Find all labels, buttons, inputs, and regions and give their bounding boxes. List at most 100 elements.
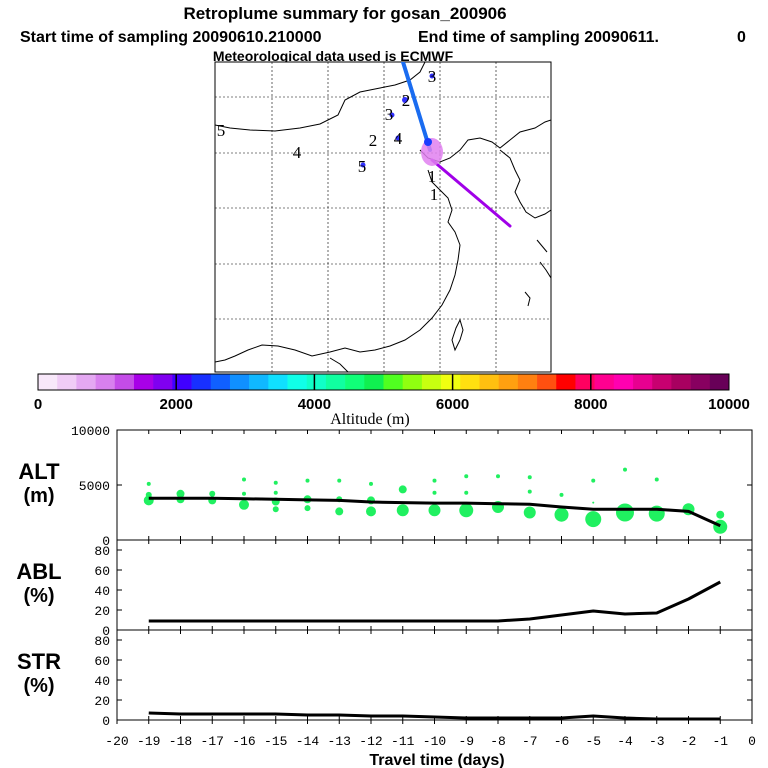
x-tick-label: -10: [423, 734, 446, 749]
colorbar-tick-label: 6000: [436, 396, 469, 413]
colorbar-swatch: [191, 374, 212, 390]
altitude-particle-dot: [585, 511, 602, 528]
x-tick-label: -1: [712, 734, 728, 749]
y-tick-label: 60: [94, 654, 110, 669]
plume-marker-3: [389, 112, 395, 118]
y-tick-label: 40: [94, 674, 110, 689]
altitude-particle-dot: [527, 489, 532, 494]
altitude-particle-dot: [523, 506, 536, 519]
x-tick-label: -20: [105, 734, 128, 749]
colorbar-tick-label: 0: [34, 396, 42, 413]
plume-marker-5: [360, 162, 366, 168]
day-number-label: 1: [428, 167, 437, 186]
altitude-particle-dot: [432, 490, 437, 495]
x-tick-label: -9: [458, 734, 474, 749]
colorbar-swatch: [229, 374, 250, 390]
x-tick-label: 0: [748, 734, 756, 749]
y-tick-label: 5000: [79, 479, 110, 494]
altitude-particle-dot: [554, 507, 569, 522]
colorbar-swatch: [268, 374, 288, 390]
colorbar-swatch: [575, 374, 595, 390]
series-line: [148, 580, 721, 623]
colorbar-swatch: [479, 374, 499, 390]
altitude-particle-dot: [464, 490, 469, 495]
colorbar-swatch: [172, 374, 192, 390]
altitude-particle-dot: [496, 474, 500, 479]
colorbar-tick-label: 2000: [160, 396, 193, 413]
y-tick-label: 60: [94, 564, 110, 579]
altitude-particle-dot: [366, 506, 376, 517]
colorbar-swatch: [76, 374, 96, 390]
x-tick-label: -13: [328, 734, 351, 749]
day-number-label: 4: [394, 129, 403, 148]
series-line: [148, 711, 721, 721]
colorbar-swatch: [460, 374, 480, 390]
colorbar-tick-label: 10000: [708, 396, 750, 413]
altitude-particle-dot: [716, 510, 725, 519]
colorbar-swatch: [652, 374, 672, 390]
colorbar-swatch: [133, 374, 154, 390]
altitude-particle-dot: [398, 485, 407, 494]
colorbar-swatch: [345, 374, 365, 390]
plume-marker-4: [395, 135, 401, 141]
y-tick-label: 20: [94, 694, 110, 709]
panel-ylabel: ALT: [18, 459, 60, 484]
colorbar-tick-label: 4000: [298, 396, 331, 413]
panel-ylabel: STR: [17, 649, 61, 674]
altitude-particle-dot: [654, 477, 659, 482]
y-tick-label: 40: [94, 584, 110, 599]
y-tick-label: 10000: [71, 424, 110, 439]
series-line: [148, 496, 721, 528]
altitude-particle-dot: [176, 489, 185, 498]
panel-frame: [116, 629, 753, 721]
map-gridlines: [215, 62, 551, 372]
day-number-label: 2: [402, 91, 411, 110]
colorbar-swatch: [306, 374, 327, 390]
altitude-particle-dot: [432, 478, 437, 483]
panel-ylabel: (%): [23, 585, 54, 607]
x-tick-label: -19: [137, 734, 160, 749]
altitude-particle-dot: [459, 503, 474, 518]
blue-trajectory-line: [401, 62, 432, 152]
colorbar-swatch: [498, 374, 519, 390]
altitude-particle-dot: [369, 481, 373, 486]
altitude-particle-dot: [592, 501, 595, 504]
colorbar-swatch: [402, 374, 423, 390]
altitude-particle-dot: [591, 478, 596, 483]
day-number-label: 1: [430, 185, 439, 204]
altitude-colorbar: [37, 373, 730, 391]
day-number-label: 2: [369, 131, 378, 150]
altitude-particle-dot: [337, 478, 342, 483]
colorbar-swatch: [690, 374, 711, 390]
altitude-particle-dot: [428, 504, 441, 517]
colorbar-swatch: [95, 374, 116, 390]
map-frame: [214, 61, 552, 373]
altitude-particle-dot: [305, 478, 310, 483]
colorbar-swatch: [57, 374, 77, 390]
x-tick-label: -16: [232, 734, 255, 749]
plume-marker-6: [429, 73, 435, 79]
colorbar-swatch: [383, 374, 403, 390]
colorbar-swatch: [556, 374, 576, 390]
altitude-particle-dot: [146, 481, 151, 486]
altitude-particle-dot: [209, 490, 216, 497]
plume-marker-2: [402, 97, 408, 103]
alt-panel: 10000 5000 0 ALT(m): [18, 424, 753, 549]
altitude-particle-dot: [304, 505, 311, 512]
colorbar-tick-labels: 0 2000 4000 6000 8000 10000: [34, 396, 750, 413]
colorbar-swatch: [709, 374, 730, 390]
y-tick-label: 20: [94, 604, 110, 619]
panel-ylabel: (m): [23, 485, 54, 507]
trajectory-tracks: [360, 62, 512, 228]
y-tick-label: 80: [94, 544, 110, 559]
day-number-label: 4: [293, 143, 302, 162]
end-time-label: End time of sampling 20090611.: [418, 29, 659, 46]
y-tick-label: 0: [102, 534, 110, 549]
x-tick-label: -2: [681, 734, 697, 749]
colorbar-swatch: [633, 374, 653, 390]
altitude-particle-dot: [559, 492, 564, 497]
altitude-particle-dot: [272, 506, 279, 513]
colorbar-axis-label: Altitude (m): [330, 411, 410, 428]
